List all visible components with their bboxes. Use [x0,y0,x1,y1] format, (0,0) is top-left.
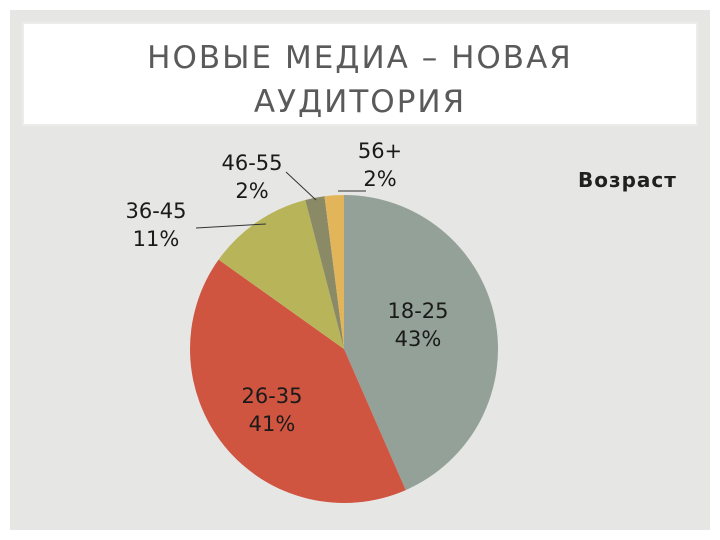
slice-category-label: 56+ [358,139,402,163]
pie-slice-46-55 [305,196,344,349]
pie-slice-56plus [324,195,344,349]
slice-category-label: 36-45 [125,199,186,223]
pie-slice-36-45 [218,199,344,349]
legend-title: Возраст [578,168,677,192]
title-box: НОВЫЕ МЕДИА – НОВАЯ АУДИТОРИЯ [22,22,698,126]
slice-value-label: 2% [235,179,268,203]
page-title: НОВЫЕ МЕДИА – НОВАЯ АУДИТОРИЯ [24,36,696,124]
slice-category-label: 18-25 [387,299,448,323]
slice-category-label: 46-55 [221,151,282,175]
title-line-1: НОВЫЕ МЕДИА – НОВАЯ [147,40,573,76]
leader-line-36-45 [195,223,267,229]
pie-slice-26-35 [190,259,406,503]
title-line-2: АУДИТОРИЯ [253,84,467,120]
slice-value-label: 41% [249,412,296,436]
slice-category-label: 26-35 [241,384,302,408]
slice-value-label: 2% [363,167,396,191]
leader-line-46-55 [285,171,317,201]
pie-slice-18-25 [344,195,498,491]
slice-value-label: 11% [133,227,180,251]
slice-value-label: 43% [395,327,442,351]
